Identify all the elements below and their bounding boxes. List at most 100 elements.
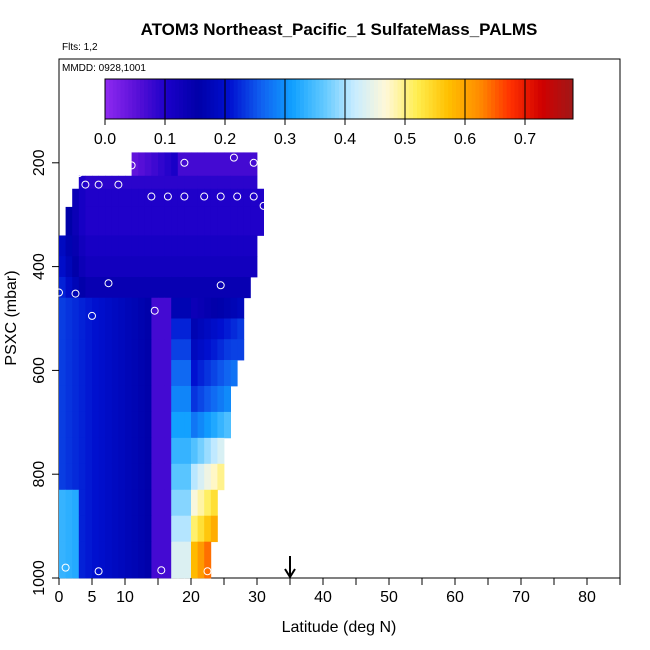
heatmap-cell: [105, 385, 113, 413]
heatmap-cell: [65, 360, 73, 387]
colorbar-segment: [483, 79, 488, 119]
colorbar-segment: [569, 79, 574, 119]
colorbar-segment: [440, 79, 445, 119]
colorbar-tick-label: 0.3: [274, 131, 296, 148]
heatmap-cell: [177, 385, 185, 413]
sample-point: [114, 180, 123, 189]
heatmap-cell: [59, 515, 66, 543]
heatmap-cell: [85, 318, 93, 340]
heatmap-cell: [243, 276, 251, 299]
colorbar-segment: [557, 79, 562, 119]
heatmap-cell: [118, 206, 126, 236]
colorbar-segment: [198, 79, 203, 119]
heatmap-cell: [204, 235, 212, 257]
heatmap-cell: [197, 175, 205, 190]
heatmap-cell: [151, 411, 159, 439]
heatmap-cell: [138, 175, 146, 190]
heatmap-cell: [72, 360, 80, 387]
colorbar-segment: [245, 79, 250, 119]
colorbar-segment: [292, 79, 297, 119]
heatmap-cell: [171, 360, 179, 387]
heatmap-cell: [111, 385, 119, 413]
colorbar-tick-label: 0.0: [94, 131, 116, 148]
heatmap-cell: [125, 437, 132, 465]
sample-point: [216, 281, 225, 290]
colorbar-segment: [296, 79, 301, 119]
heatmap-cell: [158, 175, 165, 190]
heatmap-cell: [118, 256, 126, 278]
heatmap-cell: [158, 188, 165, 208]
heatmap-cell: [118, 437, 126, 465]
latitude-marker-arrow: [284, 556, 296, 579]
heatmap-cell: [177, 463, 185, 491]
heatmap-cell: [105, 256, 113, 278]
heatmap-cell: [217, 385, 225, 413]
heatmap-cell: [98, 256, 106, 278]
heatmap-cell: [138, 152, 146, 177]
heatmap-cell: [138, 256, 146, 278]
heatmap-cell: [164, 411, 172, 439]
heatmap-cell: [217, 411, 225, 439]
heatmap-cell: [65, 489, 73, 517]
heatmap-cell: [151, 385, 159, 413]
heatmap-cell: [72, 411, 80, 439]
heatmap-cell: [118, 276, 126, 299]
heatmap-cell: [250, 235, 258, 257]
heatmap-cell: [144, 339, 152, 361]
heatmap-cell: [177, 256, 185, 278]
heatmap-cell: [217, 276, 225, 299]
heatmap-cell: [217, 339, 225, 361]
heatmap-cell: [191, 318, 198, 340]
sample-point: [88, 311, 96, 320]
colorbar-segment: [315, 79, 320, 119]
heatmap-cell: [65, 235, 73, 257]
heatmap-cell: [85, 339, 93, 361]
heatmap-cell: [184, 385, 192, 413]
heatmap-cell: [105, 515, 113, 543]
heatmap-cell: [204, 541, 212, 579]
sample-point: [127, 161, 136, 170]
heatmap-cell: [78, 297, 86, 319]
heatmap-cell: [125, 297, 132, 319]
heatmap-cell: [151, 515, 159, 543]
sample-point: [71, 289, 80, 298]
heatmap-cell: [224, 152, 231, 177]
heatmap-cell: [118, 385, 126, 413]
x-tick-label: 10: [116, 589, 134, 606]
heatmap-cell: [204, 256, 212, 278]
heatmap-cell: [65, 463, 73, 491]
heatmap-cell: [210, 463, 218, 491]
heatmap-cell: [125, 411, 132, 439]
x-tick-label: 30: [248, 589, 266, 606]
heatmap-cell: [217, 297, 225, 319]
heatmap-cell: [171, 235, 179, 257]
colorbar-segment: [346, 79, 352, 119]
heatmap-cell: [144, 515, 152, 543]
heatmap-cell: [158, 489, 165, 517]
heatmap-cell: [191, 437, 198, 465]
colorbar-segment: [307, 79, 313, 119]
x-tick-label: 0: [55, 589, 64, 606]
heatmap-cell: [125, 541, 132, 579]
heatmap-cell: [131, 385, 139, 413]
colorbar-segment: [210, 79, 215, 119]
heatmap-cell: [230, 276, 238, 299]
heatmap-cell: [197, 339, 205, 361]
colorbar-tick-label: 0.7: [514, 131, 536, 148]
heatmap-cell: [197, 318, 205, 340]
heatmap-cell: [250, 206, 258, 236]
colorbar-segment: [385, 79, 391, 119]
colorbar-segment: [444, 79, 449, 119]
heatmap-cell: [197, 437, 205, 465]
heatmap-cell: [138, 515, 146, 543]
heatmap-cell: [217, 360, 225, 387]
heatmap-cell: [184, 339, 192, 361]
heatmap-cell: [98, 437, 106, 465]
heatmap-cell: [250, 175, 258, 190]
x-tick-label: 5: [88, 589, 97, 606]
heatmap-cell: [59, 385, 66, 413]
x-tick-label: 20: [182, 589, 200, 606]
colorbar-segment: [120, 79, 125, 119]
sample-point: [249, 158, 258, 167]
heatmap-cell: [85, 256, 93, 278]
